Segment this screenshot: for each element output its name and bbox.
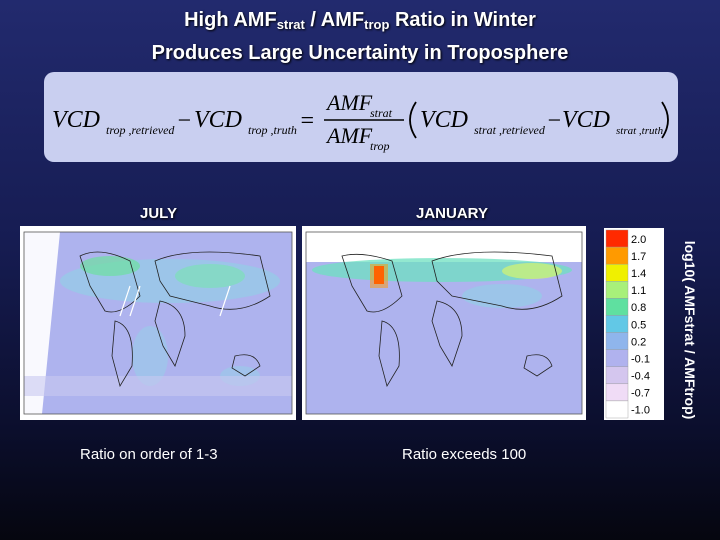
eq-sub-1: trop ,retrieved bbox=[106, 123, 175, 137]
colorbar-tick-label: -0.1 bbox=[631, 353, 650, 365]
title-line-1: High AMFstrat / AMFtrop Ratio in Winter bbox=[184, 9, 536, 32]
colorbar-tick-label: -0.7 bbox=[631, 388, 650, 400]
colorbar-tick-label: 2.0 bbox=[631, 234, 646, 246]
colorbar-tick-label: 1.7 bbox=[631, 251, 646, 263]
eq-sub-4: strat ,truth bbox=[616, 125, 664, 137]
colorbar-swatch bbox=[605, 383, 629, 402]
colorbar-tick-label: 0.2 bbox=[631, 336, 646, 348]
colorbar-swatch bbox=[605, 349, 629, 367]
colorbar-swatch bbox=[605, 281, 629, 299]
colorbar-tick-label: 0.8 bbox=[631, 302, 646, 314]
eq-vcd-2: VCD bbox=[194, 107, 242, 133]
colorbar-swatch bbox=[605, 400, 629, 419]
eq-paren-right bbox=[661, 101, 669, 139]
colorbar: 2.0 1.7 1.4 1.1 0.8 0.5 0.2 -0.1 -0.4 -0.7 -1.0 bbox=[604, 228, 664, 420]
colorbar-tick-label: 1.4 bbox=[631, 268, 646, 280]
colorbar-swatch bbox=[605, 315, 629, 333]
map-label-january: JANUARY bbox=[416, 205, 488, 222]
eq-sub-strat: strat bbox=[370, 106, 393, 120]
eq-amf-den: AMF bbox=[325, 123, 373, 148]
eq-paren-left bbox=[409, 101, 417, 139]
january-map bbox=[302, 226, 586, 420]
colorbar-tick-label: 0.5 bbox=[631, 319, 646, 331]
eq-equals: = bbox=[299, 108, 315, 134]
title-line-2: Produces Large Uncertainty in Tropospher… bbox=[151, 42, 569, 64]
eq-sub-3: strat ,retrieved bbox=[474, 123, 546, 137]
eq-vcd-4: VCD bbox=[562, 107, 610, 133]
colorbar-scale: 2.0 1.7 1.4 1.1 0.8 0.5 0.2 -0.1 -0.4 -0.7 -1.0 bbox=[605, 229, 650, 419]
colorbar-swatch bbox=[605, 332, 629, 350]
caption-july: Ratio on order of 1-3 bbox=[80, 446, 218, 463]
colorbar-swatch bbox=[605, 366, 629, 385]
eq-minus-2: − bbox=[546, 108, 562, 134]
equation-box: VCD trop ,retrieved − VCD trop ,truth = … bbox=[44, 72, 678, 162]
eq-vcd-3: VCD bbox=[420, 107, 468, 133]
colorbar-swatch bbox=[605, 229, 629, 248]
colorbar-title: log10( AMFstrat / AMFtrop) bbox=[682, 240, 698, 420]
colorbar-swatch bbox=[605, 298, 629, 316]
slide-title: High AMFstrat / AMFtrop Ratio in Winter … bbox=[0, 6, 720, 68]
eq-sub-trop: trop bbox=[370, 139, 390, 153]
july-map bbox=[20, 226, 296, 420]
eq-vcd-1: VCD bbox=[52, 107, 100, 133]
eq-minus-1: − bbox=[176, 108, 192, 134]
colorbar-swatch bbox=[605, 246, 629, 265]
map-label-july: JULY bbox=[140, 205, 177, 222]
eq-amf-num: AMF bbox=[325, 90, 373, 115]
eq-sub-2: trop ,truth bbox=[248, 123, 297, 137]
colorbar-swatch bbox=[605, 263, 629, 282]
equation: VCD trop ,retrieved − VCD trop ,truth = … bbox=[52, 90, 669, 153]
colorbar-tick-label: -1.0 bbox=[631, 405, 650, 417]
colorbar-tick-label: -0.4 bbox=[631, 371, 650, 383]
colorbar-tick-label: 1.1 bbox=[631, 285, 646, 297]
caption-january: Ratio exceeds 100 bbox=[402, 446, 527, 463]
